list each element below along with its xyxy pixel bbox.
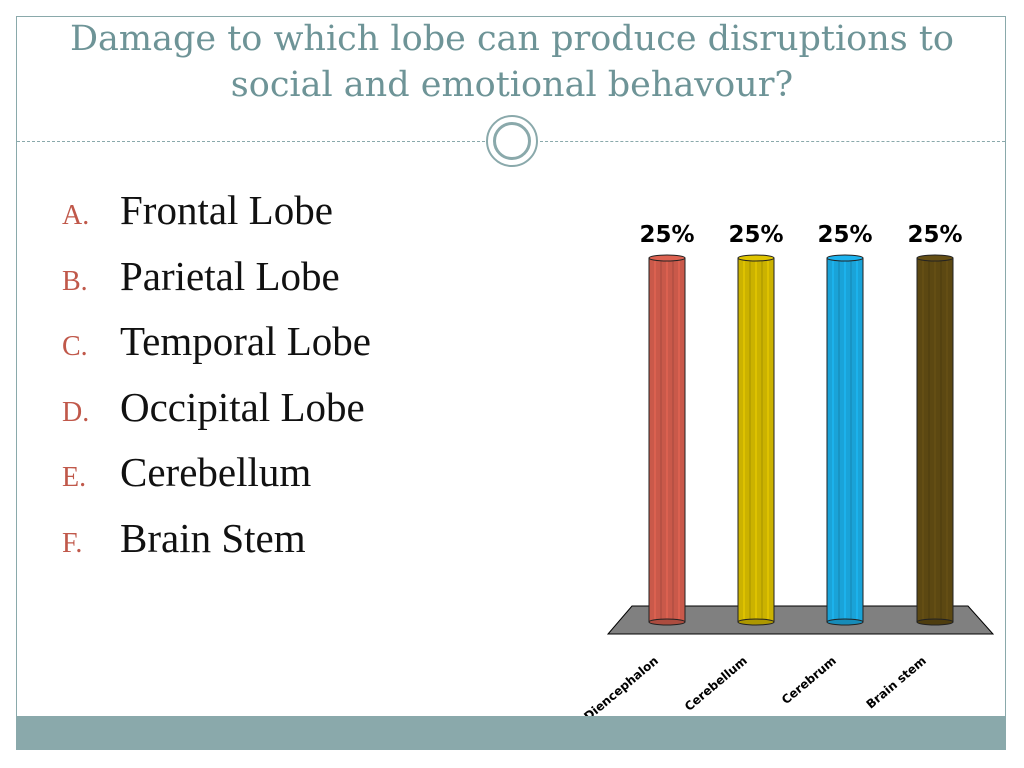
bar-cap (737, 254, 775, 262)
option-text: Occipital Lobe (120, 383, 365, 430)
slide-title: Damage to which lobe can produce disrupt… (69, 19, 955, 105)
bar-brain-stem (916, 254, 954, 626)
answer-option-c[interactable]: C. Temporal Lobe (62, 317, 371, 383)
data-label: 25% (639, 222, 694, 248)
bar-cerebrum (826, 254, 864, 626)
chart-floor (606, 605, 995, 635)
option-letter: C. (62, 331, 88, 362)
title-divider-right (540, 141, 1005, 142)
bar-cap (648, 254, 686, 262)
option-letter: A. (62, 200, 90, 231)
title-divider-left (17, 141, 485, 142)
bar-diencephalon (648, 254, 686, 626)
bar-cap (916, 254, 954, 262)
answer-option-e[interactable]: E. Cerebellum (62, 448, 371, 514)
option-letter: F. (62, 527, 83, 559)
option-letter: B. (62, 265, 88, 297)
category-label: Cerebellum (682, 654, 750, 714)
answer-option-f[interactable]: F. Brain Stem (62, 514, 371, 580)
option-letter: D. (62, 396, 90, 428)
data-label: 25% (817, 222, 872, 248)
answer-option-a[interactable]: A. Frontal Lobe (62, 186, 371, 252)
data-label: 25% (907, 222, 962, 248)
bar-base (826, 618, 864, 626)
bar-cerebellum (737, 254, 775, 626)
bar-base (916, 618, 954, 626)
option-text: Parietal Lobe (120, 252, 340, 299)
data-label: 25% (728, 222, 783, 248)
bar-base (737, 618, 775, 626)
answer-option-b[interactable]: B. Parietal Lobe (62, 252, 371, 318)
bar-base (648, 618, 686, 626)
bar-cap (826, 254, 864, 262)
answer-options-list: A. Frontal Lobe B. Parietal Lobe C. Temp… (62, 186, 371, 579)
option-letter: E. (62, 462, 87, 493)
category-label: Brain stem (864, 654, 929, 712)
option-text: Temporal Lobe (120, 318, 372, 364)
divider-ring-ornament (486, 115, 538, 167)
option-text: Frontal Lobe (120, 187, 333, 233)
footer-bar (17, 716, 1006, 750)
option-text: Cerebellum (120, 449, 312, 495)
response-bar-chart: 25% Diencephalon 25% Cerebellum 25% Cerebrum 2… (581, 222, 995, 720)
answer-option-d[interactable]: D. Occipital Lobe (62, 383, 371, 449)
category-label: Diencephalon (581, 654, 661, 720)
option-text: Brain Stem (120, 514, 306, 561)
category-label: Cerebrum (779, 654, 839, 708)
